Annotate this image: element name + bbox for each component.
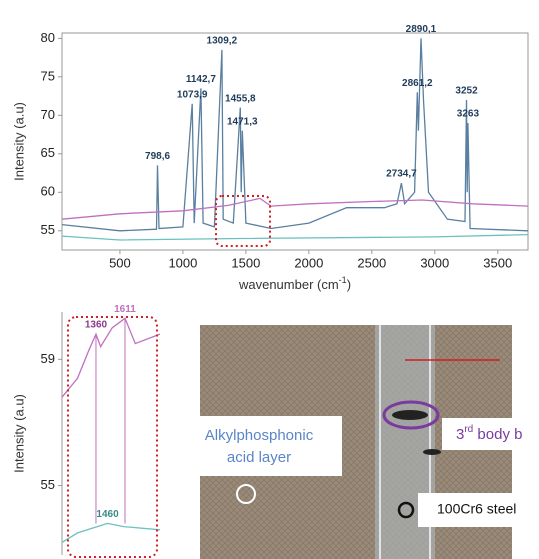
- micrograph: Alkylphosphonic acid layer 3rd body b 10…: [177, 325, 539, 559]
- y-tick-label: 59: [41, 351, 55, 366]
- peak-label: 3263: [457, 109, 480, 120]
- spectrum-line: [61, 522, 161, 543]
- x-axis-label: wavenumber (cm-1): [238, 275, 351, 292]
- peak-label: 2890,1: [406, 24, 437, 35]
- x-tick-label: 3000: [420, 255, 449, 270]
- peak-label: 2734,7: [386, 169, 417, 180]
- x-tick-label: 2500: [357, 255, 386, 270]
- x-axis-label-part: -1: [339, 275, 347, 285]
- peak-label: 1073,9: [177, 89, 208, 100]
- label: 3rd body b: [456, 424, 522, 443]
- peak-label: 798,6: [145, 151, 170, 162]
- main-spectrum: 55 60 65 70 75 80 500 1000 1500 2000 2500 3000 3500 I…: [11, 24, 529, 292]
- y-axis-label: Intensity (a.u): [11, 394, 26, 473]
- peak-label: 1471,3: [227, 116, 258, 127]
- third-body-marker: [382, 400, 440, 430]
- inset-spectrum: 55 59 Intensity (a.u) 1360 1611 1460: [11, 304, 161, 555]
- y-tick-label: 55: [41, 222, 55, 237]
- x-axis-label-part: ): [347, 277, 351, 292]
- x-tick-label: 1500: [231, 255, 260, 270]
- x-tick-label: 1000: [168, 255, 197, 270]
- spectrum-line: [61, 317, 161, 398]
- highlight-box: [67, 316, 158, 558]
- marker: [397, 501, 415, 519]
- peak-label: 1142,7: [186, 74, 216, 85]
- peak-label: 1611: [114, 304, 136, 315]
- highlight-box: [215, 195, 271, 247]
- x-tick-label: 500: [109, 255, 131, 270]
- y-tick-label: 55: [41, 477, 55, 492]
- y-tick-label: 75: [41, 68, 55, 83]
- peak-label: 1360: [85, 320, 108, 331]
- label-box: [177, 416, 342, 476]
- y-tick-label: 70: [41, 107, 55, 122]
- x-axis-label-part: wavenumber (cm: [238, 277, 339, 292]
- label: Alkylphosphonic: [205, 427, 314, 444]
- peak-label: 3252: [455, 86, 478, 97]
- peak-label: 1455,8: [225, 93, 256, 104]
- label: acid layer: [227, 449, 291, 466]
- y-tick-label: 65: [41, 145, 55, 160]
- peak-label: 1309,2: [207, 36, 238, 47]
- label: 100Cr6 steel: [437, 501, 516, 517]
- plot-frame: [61, 32, 529, 251]
- spectrum-line: [61, 197, 529, 220]
- y-tick-label: 60: [41, 184, 55, 199]
- spectrum-line: [61, 233, 529, 241]
- particle: [423, 449, 441, 455]
- y-axis-label: Intensity (a.u): [11, 102, 26, 181]
- peak-label: 1460: [96, 509, 119, 520]
- label-box: [418, 493, 539, 527]
- x-tick-label: 3500: [483, 255, 512, 270]
- spectrum-line: [61, 38, 529, 232]
- y-tick-label: 80: [41, 30, 55, 45]
- particle: [392, 410, 428, 420]
- label-box: [442, 418, 539, 450]
- x-tick-label: 2000: [294, 255, 323, 270]
- peak-label: 2861,2: [402, 78, 433, 89]
- marker: [236, 484, 256, 504]
